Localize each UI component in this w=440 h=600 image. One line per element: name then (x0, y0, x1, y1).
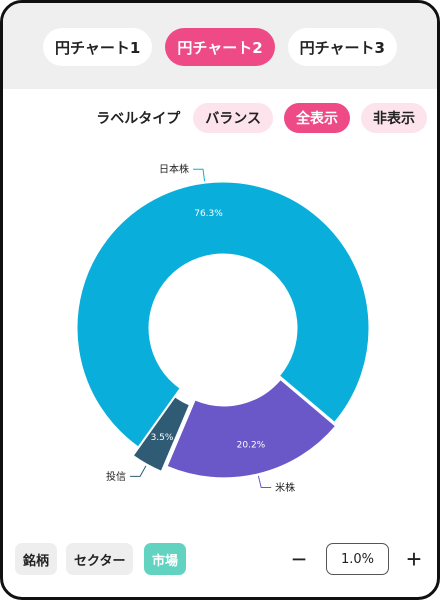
donut-slice-2[interactable] (132, 396, 190, 472)
slice-category-label: 米株 (275, 481, 295, 494)
label-hide-button[interactable]: 非表示 (361, 103, 427, 133)
label-balance-button[interactable]: バランス (193, 103, 273, 133)
slice-group-1: 20.2% 米株 (166, 378, 337, 494)
donut-chart: 76.3% 日本株 20.2% 米株 3.5% 投信 (76, 163, 370, 494)
donut-slice-0[interactable] (76, 181, 370, 448)
slice-leader-line (257, 475, 272, 488)
label-show-all-button[interactable]: 全表示 (284, 103, 350, 133)
chart-tab-bar: 円チャート1 円チャート2 円チャート3 (3, 3, 437, 89)
group-by-stock-button[interactable]: 銘柄 (15, 543, 58, 575)
label-type-row: ラベルタイプ バランス 全表示 非表示 (96, 103, 427, 133)
zoom-minus-button[interactable]: − (284, 541, 314, 577)
label-type-title: ラベルタイプ (96, 111, 181, 127)
zoom-value[interactable]: 1.0% (326, 543, 389, 575)
group-by-market-button[interactable]: 市場 (144, 543, 187, 575)
tab-pie-chart-2[interactable]: 円チャート2 (165, 28, 275, 66)
slice-percent-label: 20.2% (237, 441, 266, 451)
slice-leader-line (130, 465, 147, 477)
slice-percent-label: 3.5% (151, 433, 174, 443)
zoom-plus-button[interactable]: + (399, 541, 429, 577)
slice-percent-label: 76.3% (194, 209, 223, 219)
tab-pie-chart-3[interactable]: 円チャート3 (287, 28, 397, 66)
slice-group-2: 3.5% 投信 (106, 396, 190, 483)
donut-slice-1[interactable] (166, 378, 337, 479)
slice-group-0: 76.3% 日本株 (76, 163, 370, 448)
slice-category-label: 投信 (106, 470, 126, 483)
bottom-toolbar: 銘柄 セクター 市場 − 1.0% + (3, 535, 437, 597)
group-by-sector-button[interactable]: セクター (66, 543, 134, 575)
slice-leader-line (193, 168, 206, 182)
tab-pie-chart-1[interactable]: 円チャート1 (43, 28, 153, 66)
slice-category-label: 日本株 (159, 163, 189, 176)
